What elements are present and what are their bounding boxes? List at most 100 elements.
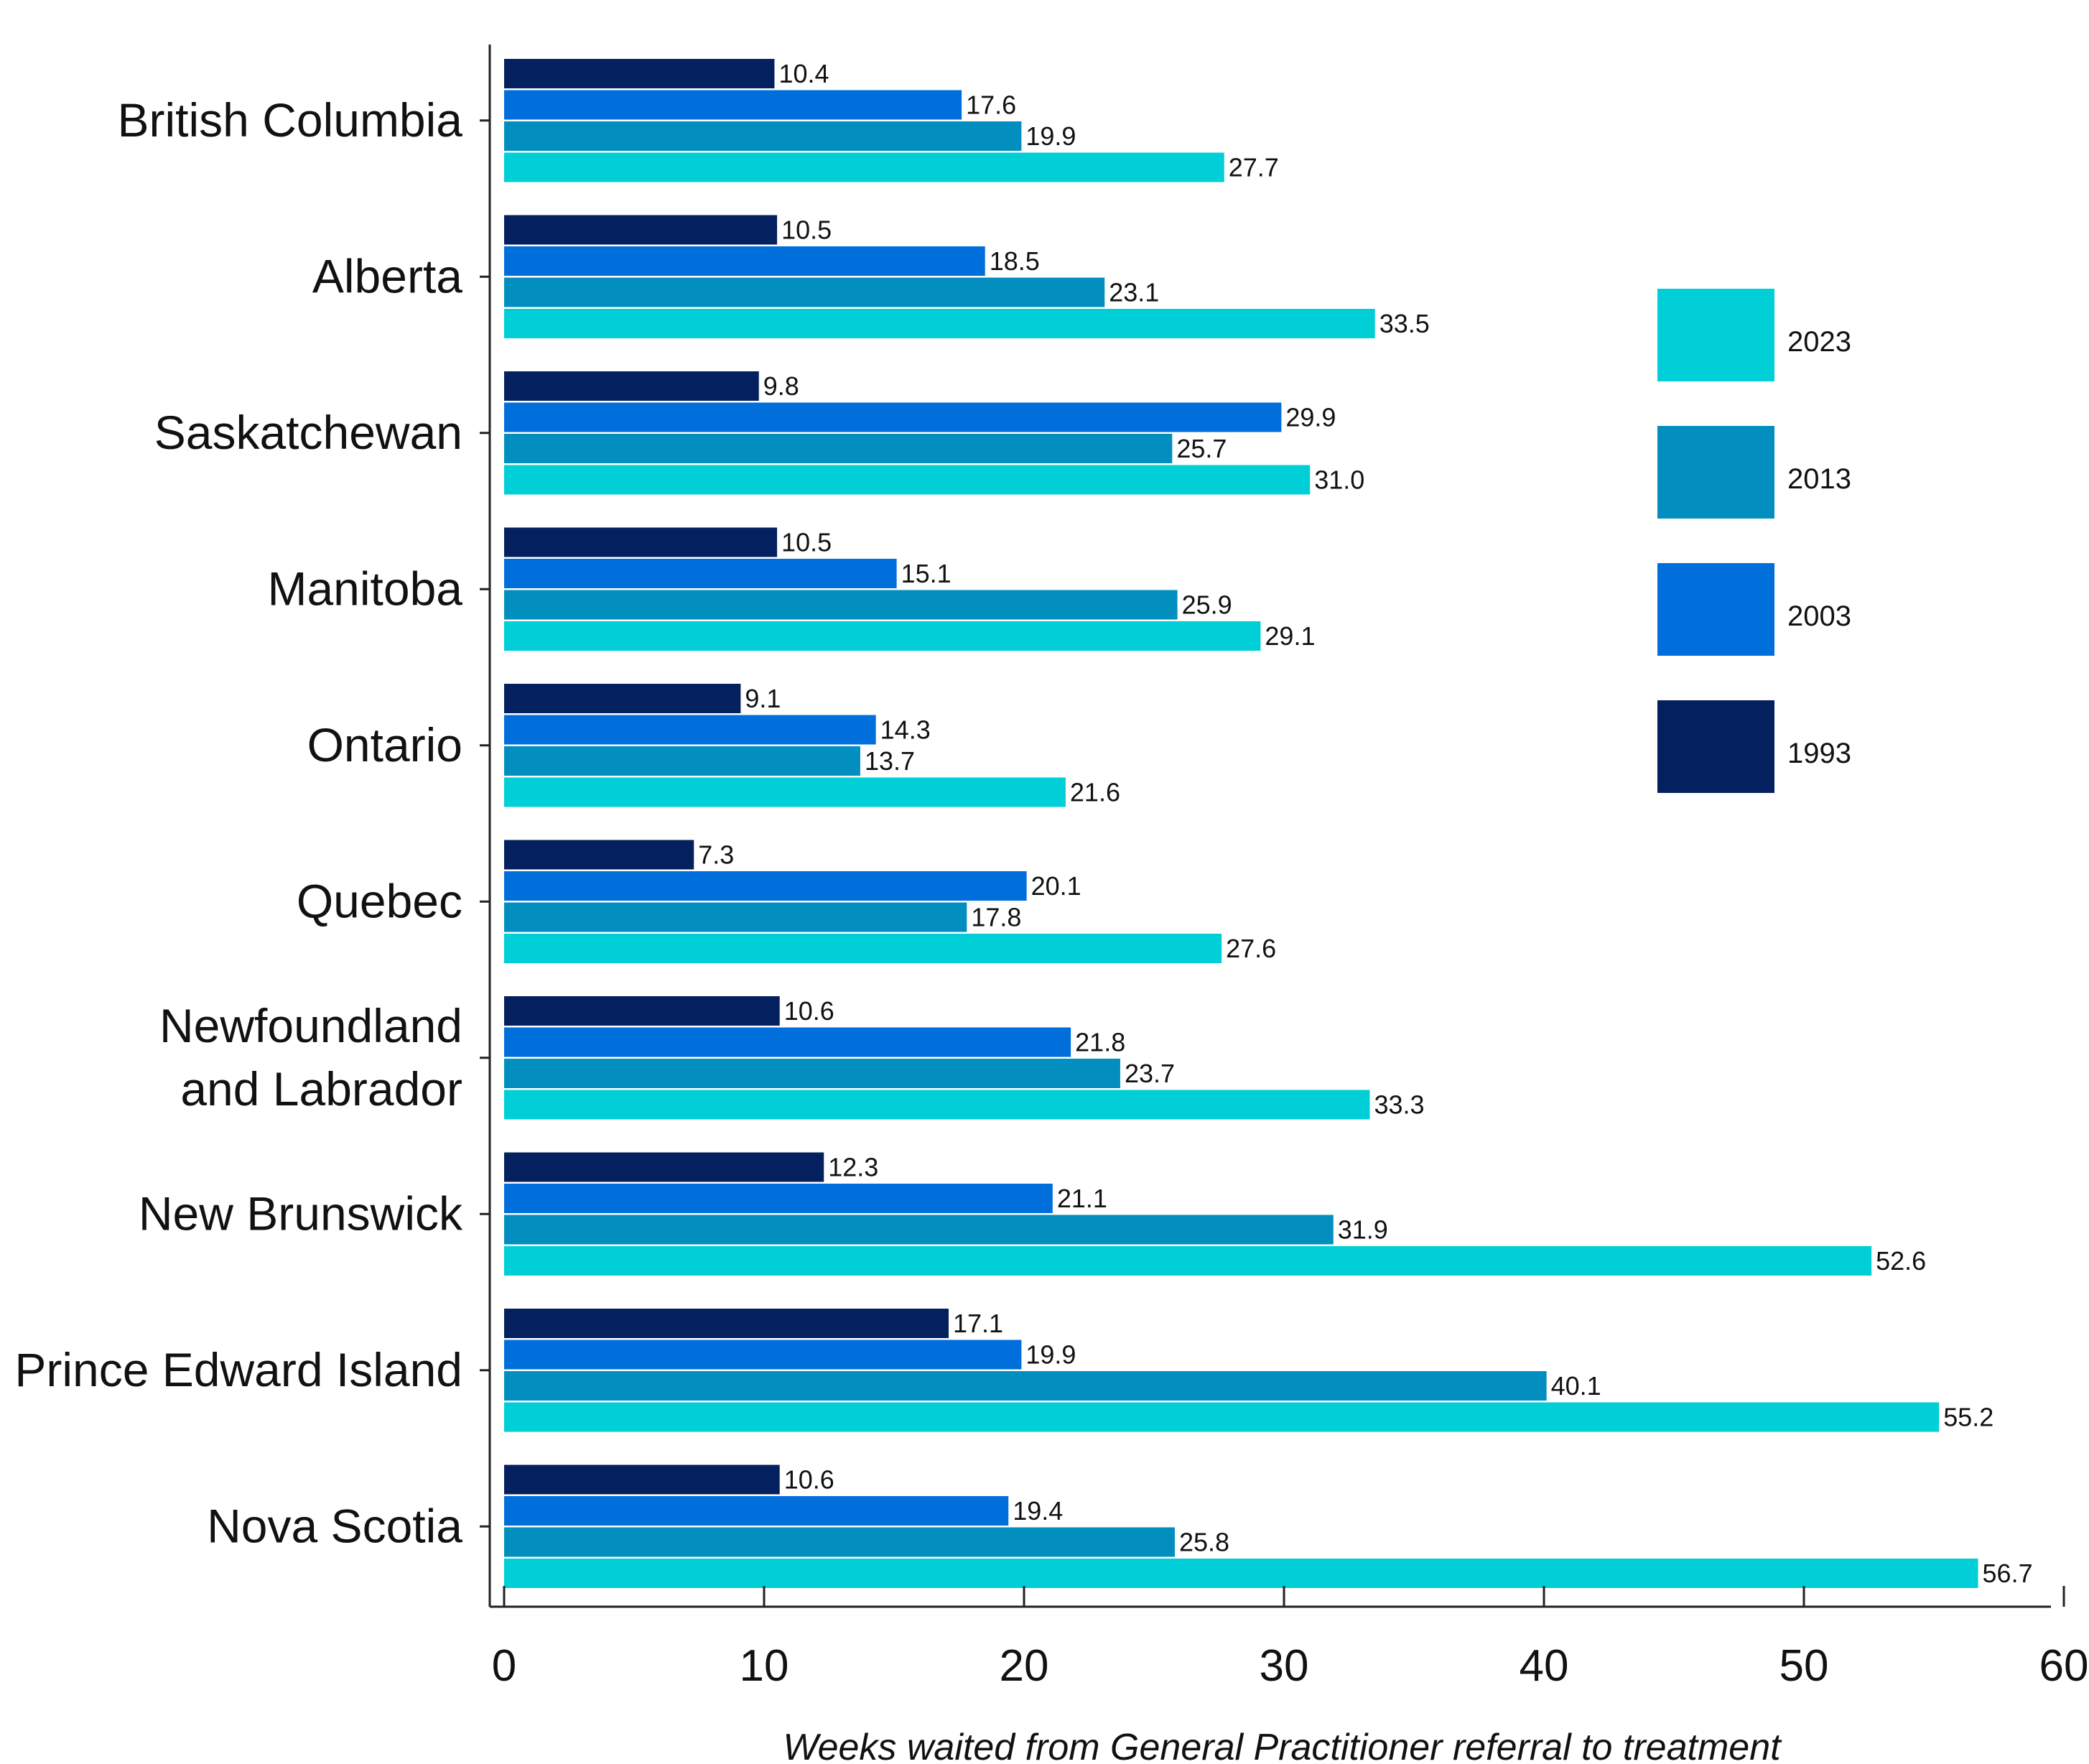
bar-1993 — [504, 527, 778, 557]
data-label: 27.7 — [1229, 153, 1279, 182]
data-label: 40.1 — [1551, 1371, 1601, 1401]
bar-2023 — [504, 1090, 1370, 1120]
category-label: Nova Scotia — [207, 1499, 462, 1552]
bar-2023 — [504, 465, 1311, 495]
bar-2013 — [504, 1371, 1547, 1401]
bar-1993 — [504, 840, 694, 870]
data-label: 14.3 — [880, 715, 931, 745]
bar-1993 — [504, 59, 775, 88]
data-label: 10.5 — [781, 528, 832, 557]
data-label: 10.6 — [784, 1465, 834, 1495]
legend-swatch-2003 — [1657, 563, 1774, 656]
category-label: Prince Edward Island — [14, 1343, 462, 1396]
category-label: and Labrador — [180, 1062, 462, 1115]
bar-2003 — [504, 871, 1027, 901]
data-label: 25.8 — [1179, 1528, 1229, 1557]
data-label: 7.3 — [698, 840, 734, 870]
bar-2023 — [504, 621, 1261, 651]
data-label: 25.7 — [1176, 434, 1227, 463]
data-label: 29.1 — [1265, 621, 1315, 651]
data-label: 18.5 — [990, 246, 1040, 276]
category-labels: British Columbia Alberta Saskatchewan Manit… — [14, 93, 463, 1553]
bar-2013 — [504, 746, 860, 776]
data-label: 10.4 — [778, 59, 829, 88]
data-label: 9.1 — [745, 684, 781, 713]
bar-2023 — [504, 1246, 1872, 1276]
category-label: Manitoba — [267, 562, 462, 615]
data-label: 27.6 — [1226, 934, 1276, 963]
legend: 2023 2013 2003 1993 — [1657, 289, 1851, 793]
data-label: 19.9 — [1025, 1340, 1076, 1370]
bar-2013 — [504, 902, 967, 932]
category-label: Quebec — [297, 874, 462, 927]
bar-2023 — [504, 309, 1375, 338]
data-label: 25.9 — [1182, 590, 1232, 620]
data-label: 17.8 — [971, 903, 1021, 932]
bar-2003 — [504, 1496, 1009, 1526]
bar-2003 — [504, 1184, 1053, 1213]
bar-2023 — [504, 1559, 1978, 1588]
bar-2013 — [504, 1059, 1120, 1088]
bar-2003 — [504, 90, 962, 120]
x-axis-ticks: 0 10 20 30 40 50 60 — [492, 1586, 2089, 1691]
x-tick-label: 10 — [740, 1641, 789, 1691]
data-label: 10.6 — [784, 996, 834, 1026]
legend-label: 2013 — [1787, 463, 1851, 495]
data-label: 15.1 — [901, 559, 952, 588]
legend-swatch-1993 — [1657, 700, 1774, 793]
data-label: 23.7 — [1125, 1059, 1175, 1088]
x-axis-title: Weeks waited from General Practitioner r… — [783, 1727, 1782, 1764]
data-label: 10.5 — [781, 215, 832, 245]
bar-2023 — [504, 777, 1066, 807]
data-label: 19.4 — [1013, 1496, 1063, 1526]
data-label: 31.0 — [1314, 465, 1364, 495]
bar-2023 — [504, 1402, 1940, 1432]
x-tick-label: 20 — [1000, 1641, 1049, 1691]
data-label: 21.8 — [1075, 1028, 1125, 1057]
bar-2003 — [504, 559, 897, 588]
bar-2003 — [504, 1340, 1022, 1370]
bar-1993 — [504, 371, 759, 401]
category-label: Newfoundland — [159, 999, 462, 1052]
bar-1993 — [504, 1464, 780, 1495]
data-label: 33.3 — [1374, 1090, 1424, 1120]
data-label: 29.9 — [1285, 403, 1336, 432]
bar-2003 — [504, 402, 1282, 432]
data-label: 21.1 — [1057, 1184, 1107, 1213]
bar-1993 — [504, 1309, 949, 1338]
category-label: Saskatchewan — [154, 406, 462, 459]
x-tick-label: 0 — [492, 1641, 516, 1691]
data-label: 19.9 — [1025, 121, 1076, 151]
legend-label: 1993 — [1787, 738, 1851, 769]
category-label: British Columbia — [118, 93, 463, 147]
x-tick-label: 30 — [1260, 1641, 1309, 1691]
data-label: 23.1 — [1109, 278, 1159, 307]
data-label: 33.5 — [1380, 309, 1430, 338]
x-tick-label: 50 — [1779, 1641, 1829, 1691]
bar-1993 — [504, 1152, 824, 1182]
data-label: 17.6 — [966, 90, 1016, 120]
data-label: 52.6 — [1876, 1246, 1926, 1276]
bar-2013 — [504, 590, 1178, 620]
x-tick-label: 60 — [2039, 1641, 2089, 1691]
category-label: New Brunswick — [139, 1187, 463, 1240]
data-label: 55.2 — [1943, 1403, 1993, 1432]
bar-2013 — [504, 277, 1105, 307]
bar-2013 — [504, 121, 1022, 151]
bar-1993 — [504, 684, 741, 713]
bar-2023 — [504, 152, 1224, 182]
category-label: Ontario — [307, 718, 462, 771]
data-label: 56.7 — [1983, 1559, 2033, 1588]
legend-label: 2003 — [1787, 600, 1851, 632]
data-label: 17.1 — [953, 1309, 1003, 1338]
bar-1993 — [504, 215, 778, 245]
data-label: 21.6 — [1070, 778, 1120, 807]
legend-swatch-2013 — [1657, 426, 1774, 519]
x-tick-label: 40 — [1520, 1641, 1569, 1691]
category-label: Alberta — [312, 249, 462, 302]
bar-2013 — [504, 434, 1173, 463]
bar-2003 — [504, 1027, 1071, 1057]
legend-swatch-2023 — [1657, 289, 1774, 381]
data-label: 12.3 — [828, 1153, 878, 1182]
